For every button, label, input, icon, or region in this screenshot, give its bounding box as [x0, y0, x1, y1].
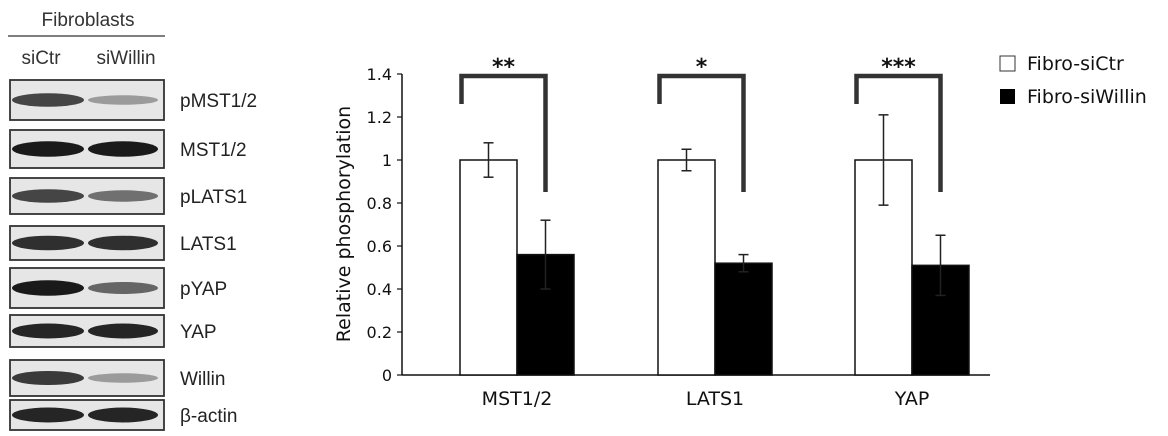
- blot-row-0: pMST1/2: [9, 79, 257, 121]
- blot-band: [88, 282, 158, 294]
- significance-bracket: [459, 73, 548, 192]
- blot-band: [12, 323, 84, 339]
- y-tick-label: 0.2: [367, 323, 392, 342]
- y-tick-label: 1: [382, 151, 392, 170]
- x-category-label: YAP: [894, 388, 930, 410]
- blot-band: [12, 371, 84, 385]
- blot-band: [12, 280, 84, 296]
- blot-band: [12, 235, 84, 251]
- blot-row-label: β-actin: [180, 406, 237, 427]
- significance-bracket: [657, 73, 746, 192]
- blot-row-2: pLATS1: [9, 177, 247, 215]
- blot-row-label: pLATS1: [180, 187, 247, 208]
- legend-label-siWillin: Fibro-siWillin: [1027, 86, 1147, 108]
- x-category-label: LATS1: [686, 388, 744, 410]
- blot-rows: pMST1/2 MST1/2 pLATS1 LATS1 pYAP YAP Willin β-a…: [9, 79, 257, 431]
- y-axis-label: Relative phosphorylation: [333, 106, 355, 342]
- blot-band: [88, 407, 158, 423]
- blot-row-1: MST1/2: [9, 129, 247, 169]
- blot-row-6: Willin: [9, 359, 225, 397]
- blot-row-label: pMST1/2: [180, 91, 257, 112]
- blot-row-label: LATS1: [180, 234, 237, 255]
- y-tick-label: 0.4: [367, 280, 392, 299]
- bar-siCtr-LATS1: [657, 159, 716, 376]
- blot-header: Fibroblasts: [42, 10, 135, 31]
- blot-row-5: YAP: [9, 314, 217, 348]
- legend: Fibro-siCtr Fibro-siWillin: [999, 53, 1147, 108]
- blot-band: [88, 323, 158, 339]
- y-tick-label: 0: [382, 366, 392, 385]
- y-tick-label: 1.4: [367, 65, 392, 84]
- blot-row-3: LATS1: [9, 225, 237, 261]
- western-blot-panel: Fibroblasts siCtr siWillin pMST1/2 MST1/2…: [8, 10, 257, 431]
- blot-band: [12, 189, 84, 203]
- significance-bracket: [854, 73, 943, 192]
- y-tick-label: 0.6: [367, 237, 392, 256]
- blot-row-label: pYAP: [180, 279, 227, 300]
- legend-swatch-siCtr: [999, 55, 1016, 72]
- blot-row-4: pYAP: [9, 267, 227, 309]
- blot-band: [88, 141, 158, 157]
- bar-chart: Relative phosphorylation 0 0.2 0.4 0.6 0.8 1 1…: [333, 55, 990, 410]
- blot-band: [88, 235, 158, 251]
- blot-row-label: Willin: [180, 369, 225, 390]
- bars: [459, 114, 970, 376]
- x-axis-categories: MST1/2 LATS1 YAP: [482, 388, 930, 410]
- blot-band: [12, 93, 84, 107]
- blot-band: [88, 373, 158, 383]
- lane-label-2: siWillin: [96, 48, 155, 69]
- y-tick-label: 0.8: [367, 194, 392, 213]
- legend-swatch-siWillin: [1000, 89, 1015, 104]
- bar-siWillin-LATS1: [714, 262, 773, 376]
- bar-siCtr-MST1/2: [459, 159, 518, 376]
- legend-label-siCtr: Fibro-siCtr: [1027, 53, 1124, 75]
- blot-band: [12, 141, 84, 157]
- significance-marker: ***: [881, 55, 916, 80]
- blot-band: [88, 95, 158, 105]
- blot-band: [88, 190, 158, 202]
- significance-marker: *: [696, 55, 708, 80]
- x-category-label: MST1/2: [482, 388, 553, 410]
- significance-marker: **: [492, 55, 516, 80]
- blot-band: [12, 407, 84, 423]
- significance-brackets: ** * ***: [459, 55, 943, 192]
- blot-row-7: β-actin: [9, 399, 237, 431]
- y-tick-label: 1.2: [367, 108, 392, 127]
- blot-row-label: YAP: [180, 322, 217, 343]
- lane-label-1: siCtr: [21, 48, 61, 69]
- blot-row-label: MST1/2: [180, 140, 247, 161]
